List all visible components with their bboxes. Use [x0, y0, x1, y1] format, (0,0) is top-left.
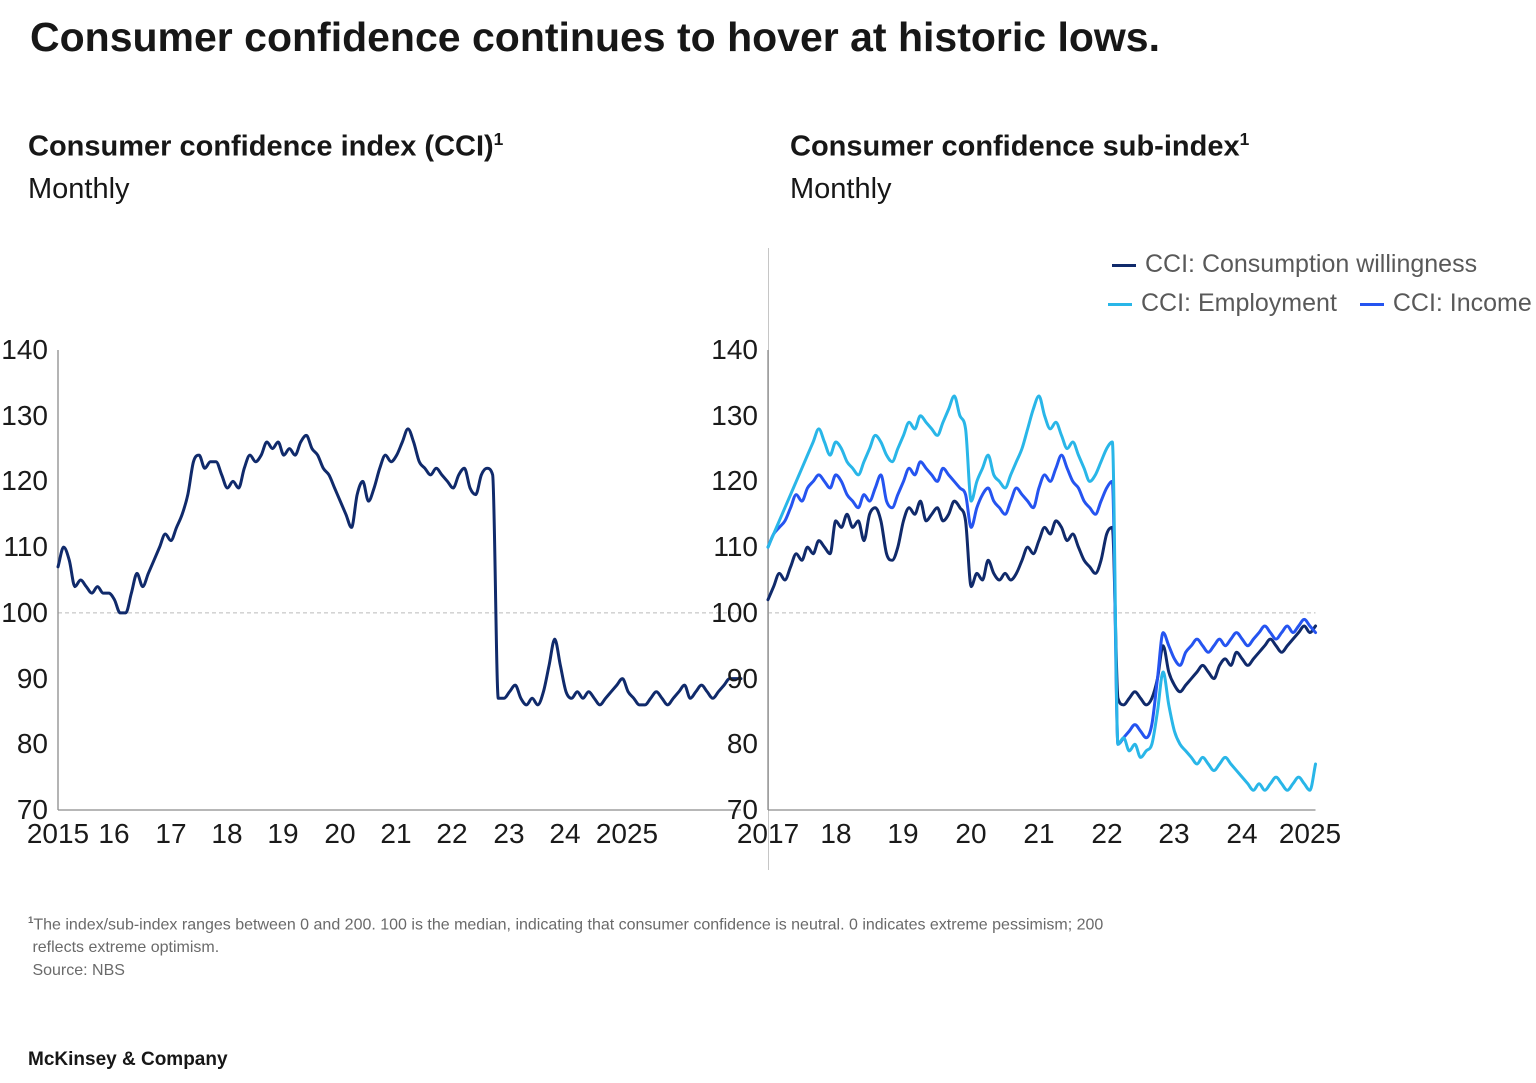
svg-text:24: 24 [549, 818, 580, 849]
svg-text:20: 20 [324, 818, 355, 849]
svg-text:140: 140 [1, 334, 48, 365]
svg-text:20: 20 [955, 818, 986, 849]
svg-text:19: 19 [887, 818, 918, 849]
svg-text:2025: 2025 [1279, 818, 1341, 849]
svg-text:90: 90 [17, 663, 48, 694]
svg-text:18: 18 [211, 818, 242, 849]
svg-text:80: 80 [727, 728, 758, 759]
svg-text:24: 24 [1226, 818, 1257, 849]
svg-text:21: 21 [1023, 818, 1054, 849]
svg-text:16: 16 [98, 818, 129, 849]
svg-text:120: 120 [1, 465, 48, 496]
svg-text:120: 120 [711, 465, 758, 496]
svg-text:110: 110 [3, 531, 48, 562]
svg-text:110: 110 [713, 531, 758, 562]
svg-text:2015: 2015 [27, 818, 89, 849]
svg-text:80: 80 [17, 728, 48, 759]
svg-text:22: 22 [436, 818, 467, 849]
svg-text:18: 18 [820, 818, 851, 849]
svg-text:19: 19 [267, 818, 298, 849]
svg-text:21: 21 [380, 818, 411, 849]
svg-text:22: 22 [1091, 818, 1122, 849]
svg-text:130: 130 [1, 400, 48, 431]
svg-text:2017: 2017 [737, 818, 799, 849]
svg-text:17: 17 [155, 818, 186, 849]
svg-text:100: 100 [1, 597, 48, 628]
svg-text:23: 23 [1158, 818, 1189, 849]
svg-text:100: 100 [711, 597, 758, 628]
svg-text:140: 140 [711, 334, 758, 365]
svg-text:130: 130 [711, 400, 758, 431]
svg-text:2025: 2025 [596, 818, 658, 849]
svg-text:23: 23 [493, 818, 524, 849]
svg-text:90: 90 [727, 663, 758, 694]
